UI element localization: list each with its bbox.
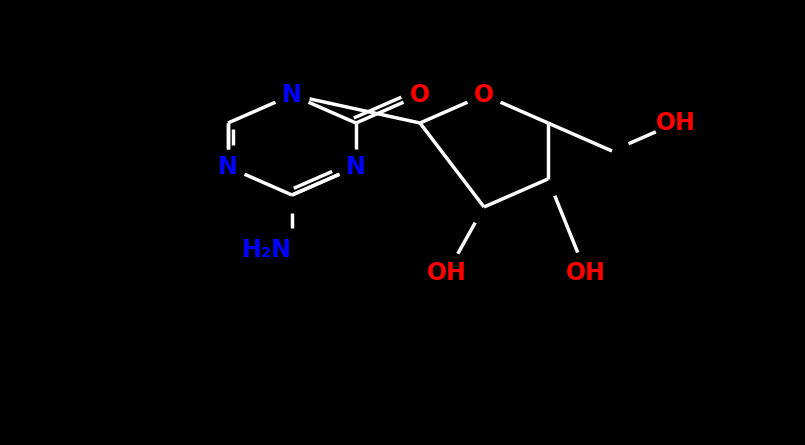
- Text: N: N: [282, 83, 302, 107]
- Text: O: O: [410, 83, 430, 107]
- Text: N: N: [346, 155, 366, 179]
- Text: O: O: [474, 83, 494, 107]
- Text: OH: OH: [427, 261, 467, 285]
- Text: N: N: [218, 155, 237, 179]
- Text: H₂N: H₂N: [242, 238, 292, 262]
- Text: OH: OH: [656, 111, 696, 135]
- Text: OH: OH: [566, 261, 606, 285]
